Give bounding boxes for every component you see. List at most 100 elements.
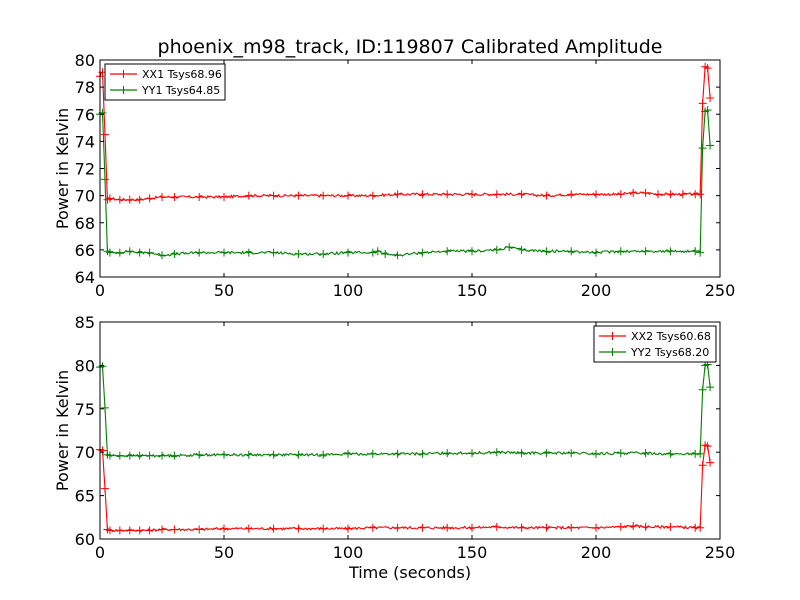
data-point xyxy=(393,190,402,199)
data-point xyxy=(344,191,352,200)
data-point xyxy=(158,451,166,460)
legend-label: XX2 Tsys60.68 xyxy=(631,330,711,343)
data-point xyxy=(170,192,179,201)
x-tick-label: 200 xyxy=(581,543,612,562)
data-point xyxy=(468,449,476,458)
data-point xyxy=(368,449,377,458)
data-point xyxy=(294,249,303,258)
data-point xyxy=(706,141,715,150)
y-tick-label: 60 xyxy=(75,530,95,549)
legend-marker xyxy=(119,70,128,78)
data-point xyxy=(517,449,526,458)
data-point xyxy=(517,523,526,532)
data-point xyxy=(492,522,501,531)
data-point xyxy=(703,64,712,73)
data-point xyxy=(666,190,675,199)
data-point xyxy=(698,99,707,108)
data-point xyxy=(698,461,707,470)
data-point xyxy=(443,449,452,458)
data-point xyxy=(195,248,204,257)
x-tick-label: 100 xyxy=(333,543,364,562)
data-point xyxy=(100,130,109,139)
y-tick-label: 76 xyxy=(75,105,95,124)
axes-frame xyxy=(99,321,721,540)
data-point xyxy=(542,523,551,532)
y-tick-label: 65 xyxy=(75,487,95,506)
data-point xyxy=(706,93,715,102)
data-point xyxy=(641,188,650,197)
top-y-axis-label: Power in Kelvin xyxy=(53,108,72,229)
data-point xyxy=(381,249,390,258)
data-point xyxy=(706,458,715,467)
y-tick-label: 75 xyxy=(75,400,95,419)
data-point xyxy=(666,522,675,531)
data-point xyxy=(592,190,600,199)
data-point xyxy=(294,524,303,533)
data-point xyxy=(641,522,650,531)
y-tick-label: 85 xyxy=(75,313,95,332)
data-point xyxy=(145,248,154,257)
data-point xyxy=(567,247,576,256)
data-point xyxy=(468,523,476,532)
data-point xyxy=(517,190,526,199)
data-point xyxy=(443,247,452,256)
data-point xyxy=(170,525,179,534)
data-point xyxy=(592,449,600,458)
data-point xyxy=(170,249,179,258)
data-point xyxy=(368,191,377,200)
data-point xyxy=(492,245,501,254)
legend-marker xyxy=(608,332,617,340)
data-point xyxy=(542,191,551,200)
chart-title: phoenix_m98_track, ID:119807 Calibrated … xyxy=(158,36,663,58)
data-point xyxy=(567,449,576,458)
data-point xyxy=(368,248,377,257)
data-point xyxy=(666,247,675,256)
data-point xyxy=(616,522,625,531)
data-point xyxy=(567,190,576,199)
data-point xyxy=(368,523,377,532)
data-point xyxy=(696,190,705,199)
data-point xyxy=(244,248,253,257)
y-tick-label: 66 xyxy=(75,241,95,260)
top-panel: Power in Kelvin 0 50 100 150 200 250 64 66 68 70 7… xyxy=(53,51,735,300)
legend-box xyxy=(593,325,717,363)
data-point xyxy=(269,191,278,200)
series-line xyxy=(99,108,711,257)
data-point xyxy=(125,247,134,256)
data-point xyxy=(703,106,712,115)
data-point xyxy=(100,175,109,184)
data-point xyxy=(492,190,501,199)
data-point xyxy=(269,248,278,257)
data-point xyxy=(115,248,124,257)
y-tick-label: 64 xyxy=(75,268,95,287)
x-tick-label: 50 xyxy=(214,543,234,562)
data-point xyxy=(443,523,452,532)
data-point xyxy=(567,523,576,532)
data-point xyxy=(319,450,328,459)
data-point xyxy=(641,449,650,458)
data-point xyxy=(706,383,715,392)
legend-label: YY1 Tsys64.85 xyxy=(141,84,220,97)
data-point xyxy=(105,451,114,460)
data-point xyxy=(517,245,526,254)
data-point xyxy=(319,191,328,200)
data-point xyxy=(629,188,638,197)
data-point xyxy=(505,243,514,252)
legend-label: XX1 Tsys68.96 xyxy=(142,68,222,81)
data-point xyxy=(418,248,427,257)
data-point xyxy=(393,523,402,532)
data-point xyxy=(158,192,166,201)
data-point xyxy=(195,192,204,201)
legend: XX1 Tsys68.96 YY1 Tsys64.85 xyxy=(104,63,226,101)
data-point xyxy=(344,524,352,533)
data-point xyxy=(220,248,228,257)
data-point xyxy=(269,450,278,459)
data-point xyxy=(145,451,154,460)
data-point xyxy=(100,403,109,412)
bottom-y-axis-label: Power in Kelvin xyxy=(53,370,72,491)
data-point xyxy=(145,526,154,535)
data-point xyxy=(629,521,638,530)
y-tick-label: 70 xyxy=(75,443,95,462)
y-tick-label: 78 xyxy=(75,78,95,97)
data-point xyxy=(592,248,600,257)
